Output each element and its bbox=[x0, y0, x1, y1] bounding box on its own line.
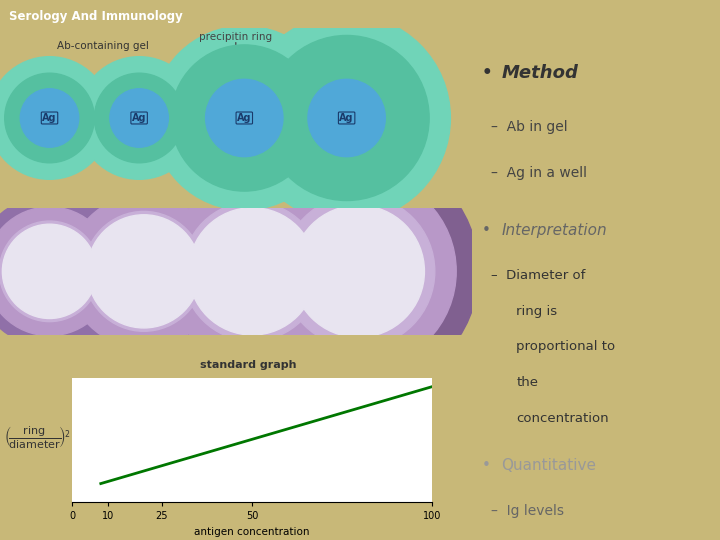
Ellipse shape bbox=[189, 208, 316, 335]
Ellipse shape bbox=[206, 79, 283, 157]
Ellipse shape bbox=[54, 182, 233, 361]
Text: –  Ig levels: – Ig levels bbox=[492, 504, 564, 518]
Ellipse shape bbox=[0, 221, 100, 322]
Text: Ab-containing gel: Ab-containing gel bbox=[57, 41, 148, 51]
Ellipse shape bbox=[2, 224, 96, 319]
Ellipse shape bbox=[243, 14, 451, 222]
Ellipse shape bbox=[282, 195, 435, 348]
Text: concentration: concentration bbox=[516, 412, 609, 425]
Ellipse shape bbox=[163, 182, 341, 361]
Text: •: • bbox=[482, 222, 495, 238]
Ellipse shape bbox=[183, 202, 322, 341]
Text: $\left(\!\dfrac{\mathrm{ring}}{\mathrm{diameter}}\!\right)^{\!2}$: $\left(\!\dfrac{\mathrm{ring}}{\mathrm{d… bbox=[4, 424, 70, 450]
Text: Method: Method bbox=[501, 64, 578, 82]
Ellipse shape bbox=[84, 211, 204, 332]
Text: Serology And Immunology: Serology And Immunology bbox=[9, 10, 182, 23]
Ellipse shape bbox=[264, 36, 429, 200]
Ellipse shape bbox=[0, 57, 111, 179]
Text: standard graph: standard graph bbox=[200, 360, 297, 370]
Ellipse shape bbox=[171, 45, 318, 191]
Ellipse shape bbox=[78, 57, 200, 179]
Text: Ag: Ag bbox=[42, 113, 57, 123]
Text: •: • bbox=[482, 64, 498, 82]
Ellipse shape bbox=[87, 215, 200, 328]
Text: ring is: ring is bbox=[516, 305, 557, 318]
Ellipse shape bbox=[308, 79, 385, 157]
Text: •: • bbox=[482, 458, 495, 473]
X-axis label: antigen concentration: antigen concentration bbox=[194, 527, 310, 537]
Text: Ag: Ag bbox=[339, 113, 354, 123]
Text: –  Ab in gel: – Ab in gel bbox=[492, 120, 568, 134]
Text: proportional to: proportional to bbox=[516, 340, 616, 353]
Text: Ag: Ag bbox=[237, 113, 251, 123]
Text: –  Diameter of: – Diameter of bbox=[492, 269, 586, 282]
Ellipse shape bbox=[110, 89, 168, 147]
Ellipse shape bbox=[94, 73, 184, 163]
Ellipse shape bbox=[20, 89, 78, 147]
Text: Interpretation: Interpretation bbox=[501, 222, 607, 238]
Text: Quantitative: Quantitative bbox=[501, 458, 596, 473]
Text: the: the bbox=[516, 376, 539, 389]
Ellipse shape bbox=[292, 205, 425, 338]
Text: –  Ag in a well: – Ag in a well bbox=[492, 166, 588, 180]
Ellipse shape bbox=[5, 73, 94, 163]
Ellipse shape bbox=[261, 173, 456, 369]
Ellipse shape bbox=[146, 165, 359, 377]
Ellipse shape bbox=[0, 196, 125, 347]
Text: Ag: Ag bbox=[132, 113, 146, 123]
Ellipse shape bbox=[67, 194, 220, 348]
Ellipse shape bbox=[153, 26, 336, 210]
Text: precipitin ring: precipitin ring bbox=[199, 32, 272, 42]
Ellipse shape bbox=[0, 207, 114, 336]
Ellipse shape bbox=[238, 151, 479, 392]
